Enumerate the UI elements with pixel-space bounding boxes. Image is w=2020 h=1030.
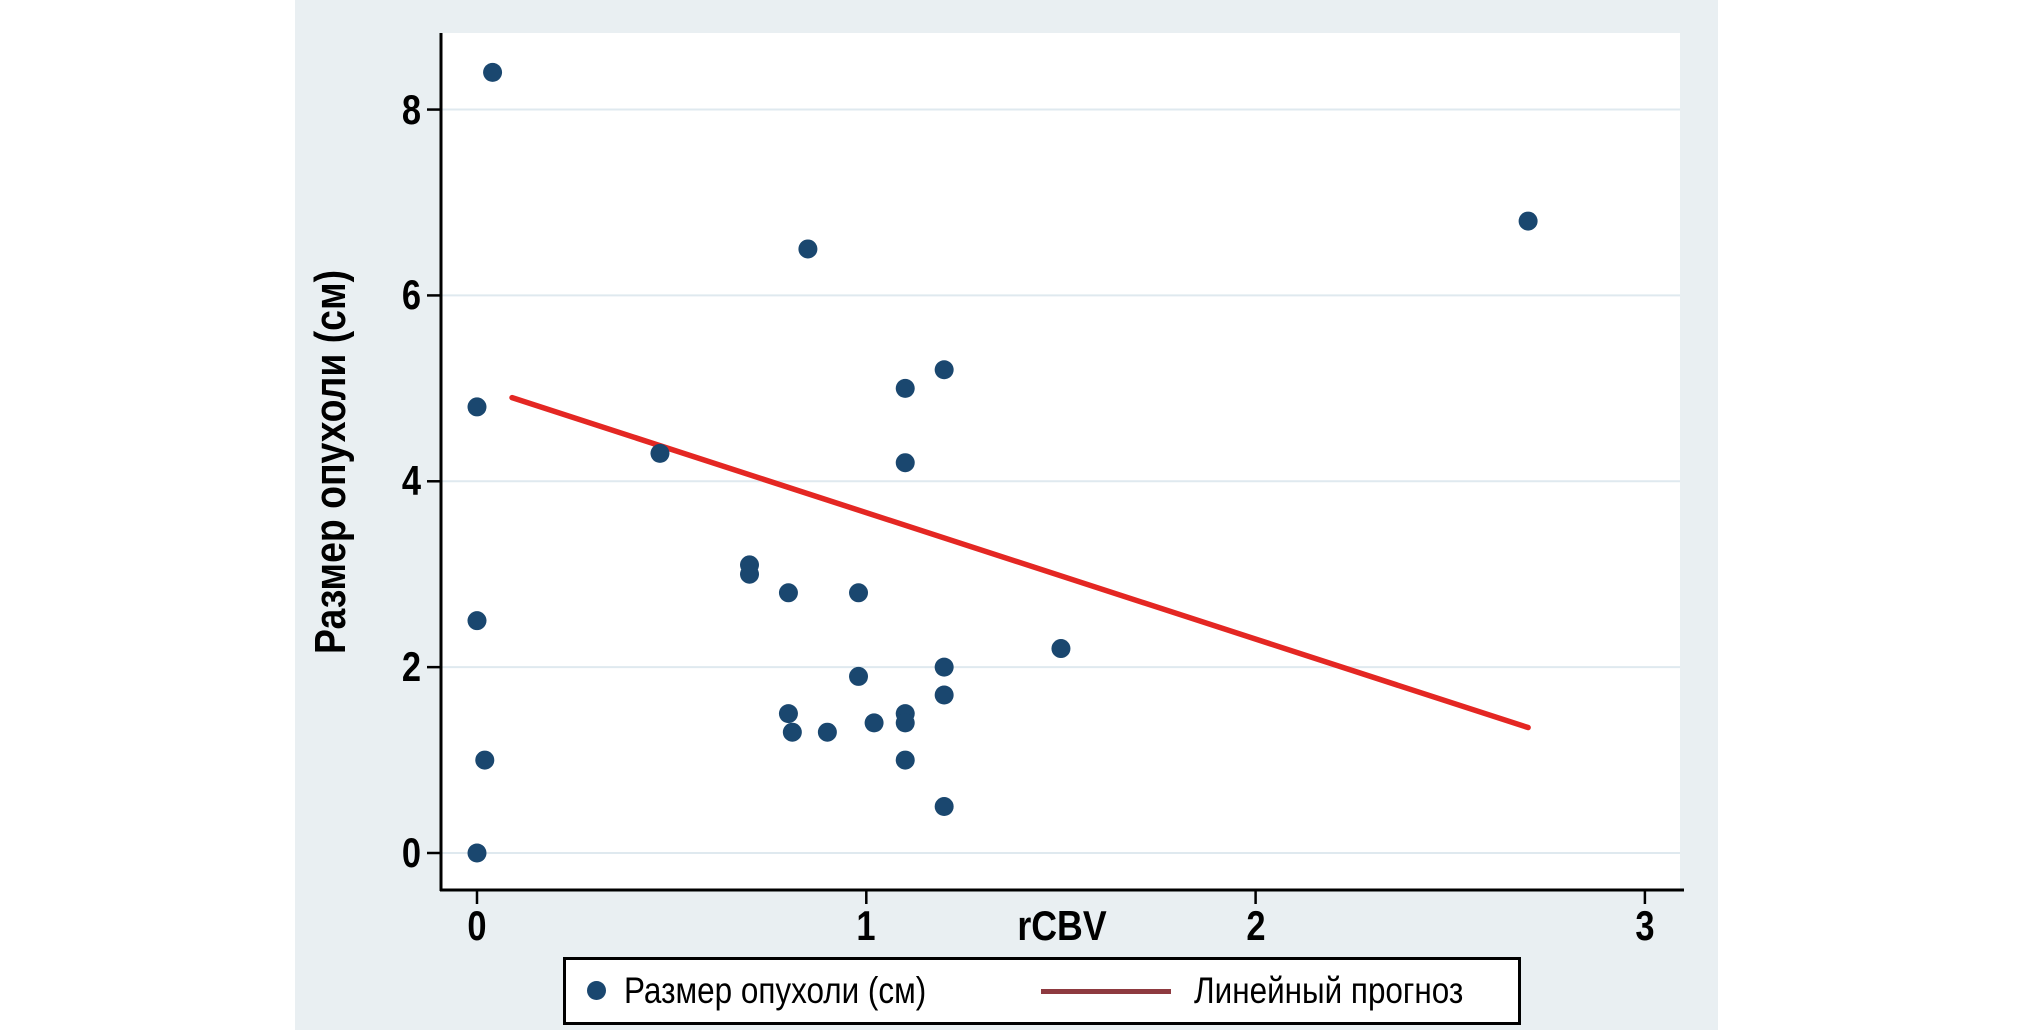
x-tick-label: 3 xyxy=(1635,902,1655,949)
y-tick-label: 8 xyxy=(401,85,421,133)
trend-line xyxy=(509,394,1531,731)
data-point xyxy=(934,685,954,705)
x-tick-label: 1 xyxy=(856,902,876,949)
data-point xyxy=(483,62,503,82)
scatter-plot-canvas xyxy=(427,33,1684,904)
x-axis-title: rCBV xyxy=(1017,902,1107,949)
data-point xyxy=(895,713,915,733)
data-point xyxy=(895,453,915,473)
data-point xyxy=(740,564,760,584)
data-point xyxy=(467,397,487,417)
data-point xyxy=(778,583,798,603)
y-tick-label: 6 xyxy=(401,271,421,319)
data-point xyxy=(934,797,954,817)
data-point xyxy=(895,378,915,398)
data-point xyxy=(467,843,487,863)
data-point xyxy=(895,750,915,770)
y-tick-label: 4 xyxy=(401,457,421,505)
y-tick-label: 0 xyxy=(401,829,421,876)
y-tick-label: 2 xyxy=(401,643,421,691)
chart-figure: Размер опухоли (см) rCBV 0 1 2 3 0 2 4 6 8 Разме… xyxy=(295,0,1718,1030)
data-point xyxy=(467,611,487,631)
data-point xyxy=(650,443,670,463)
data-point xyxy=(864,713,884,733)
data-point xyxy=(778,704,798,724)
data-point xyxy=(782,722,802,742)
plot-area xyxy=(441,33,1680,890)
data-point xyxy=(849,666,869,686)
x-tick-label: 2 xyxy=(1246,902,1266,949)
data-point xyxy=(934,657,954,677)
legend-line-label: Линейный прогноз xyxy=(1194,970,1464,1011)
data-point xyxy=(798,239,818,259)
legend-box: Размер опухоли (см) Линейный прогноз xyxy=(563,957,1521,1025)
data-point xyxy=(934,360,954,380)
data-point xyxy=(817,722,837,742)
legend-line-swatch-icon xyxy=(1041,989,1171,994)
x-tick-label: 0 xyxy=(467,902,487,949)
y-axis-title: Размер опухоли (см) xyxy=(306,269,355,654)
data-point xyxy=(475,750,495,770)
data-point xyxy=(849,583,869,603)
data-point xyxy=(1518,211,1538,231)
legend-scatter-label: Размер опухоли (см) xyxy=(624,970,927,1011)
data-point xyxy=(1051,639,1071,659)
legend-scatter-marker-icon xyxy=(587,981,606,1000)
